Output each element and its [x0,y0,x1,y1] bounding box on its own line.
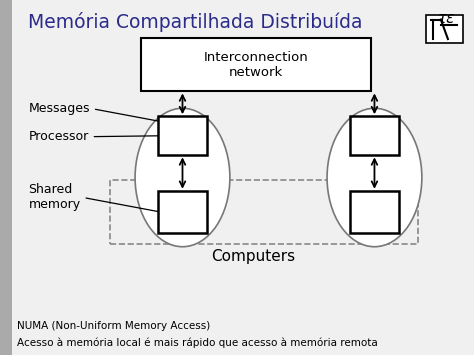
Text: Computers: Computers [211,249,296,264]
FancyBboxPatch shape [158,191,207,233]
FancyBboxPatch shape [141,38,371,91]
FancyBboxPatch shape [350,116,399,155]
FancyBboxPatch shape [426,15,463,43]
Text: Acesso à memória local é mais rápido que acesso à memória remota: Acesso à memória local é mais rápido que… [17,337,377,348]
FancyBboxPatch shape [350,191,399,233]
Text: Memória Compartilhada Distribuída: Memória Compartilhada Distribuída [28,12,363,32]
FancyBboxPatch shape [0,0,12,355]
Text: NUMA (Non-Uniform Memory Access): NUMA (Non-Uniform Memory Access) [17,321,210,331]
Ellipse shape [327,108,422,247]
Text: Shared
memory: Shared memory [28,183,158,212]
Text: Interconnection
network: Interconnection network [204,51,308,79]
Text: τε: τε [438,11,455,26]
Text: Messages: Messages [28,102,158,121]
Text: Processor: Processor [28,130,158,143]
Ellipse shape [135,108,230,247]
FancyBboxPatch shape [158,116,207,155]
